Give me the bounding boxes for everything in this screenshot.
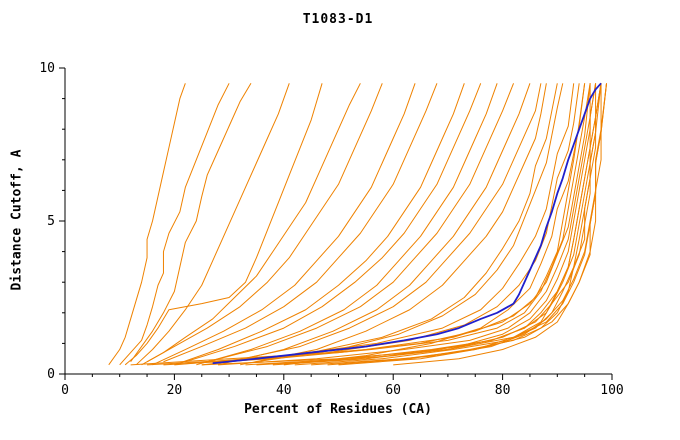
prediction-line [283, 83, 586, 366]
prediction-line [146, 83, 383, 363]
chart-title: T1083-D1 [302, 12, 374, 27]
prediction-line [327, 83, 602, 366]
x-tick-label: 60 [385, 383, 401, 398]
prediction-line [196, 83, 498, 366]
prediction-line [228, 83, 542, 363]
prediction-line [130, 83, 252, 363]
prediction-line [218, 83, 597, 366]
prediction-line [272, 83, 602, 366]
x-axis-label: Percent of Residues (CA) [244, 402, 432, 417]
prediction-line [185, 83, 482, 363]
prediction-line [256, 83, 564, 363]
prediction-line [152, 83, 416, 366]
prediction-line [201, 83, 558, 366]
prediction-line [218, 83, 531, 366]
prediction-line [311, 83, 608, 366]
x-tick-label: 40 [276, 383, 292, 398]
y-tick-label: 10 [39, 61, 55, 76]
prediction-line [294, 83, 602, 366]
prediction-line [239, 83, 547, 366]
prediction-line [174, 83, 465, 366]
y-tick-label: 5 [47, 214, 55, 229]
prediction-line [163, 83, 438, 363]
x-tick-label: 20 [167, 383, 183, 398]
prediction-line [365, 83, 602, 363]
prediction-line [135, 83, 290, 366]
prediction-line [108, 83, 186, 366]
y-tick-label: 0 [47, 367, 55, 382]
prediction-line [201, 83, 608, 366]
prediction-line [174, 83, 575, 366]
prediction-line [119, 83, 230, 366]
prediction-line [124, 83, 323, 366]
x-tick-label: 0 [61, 383, 69, 398]
prediction-line [229, 83, 580, 363]
prediction-line [163, 83, 591, 366]
prediction-line [207, 83, 515, 363]
x-tick-label: 80 [495, 383, 511, 398]
highlight-line [212, 82, 602, 365]
prediction-line [141, 83, 361, 366]
prediction-line [311, 83, 591, 363]
x-tick-label: 100 [600, 383, 623, 398]
